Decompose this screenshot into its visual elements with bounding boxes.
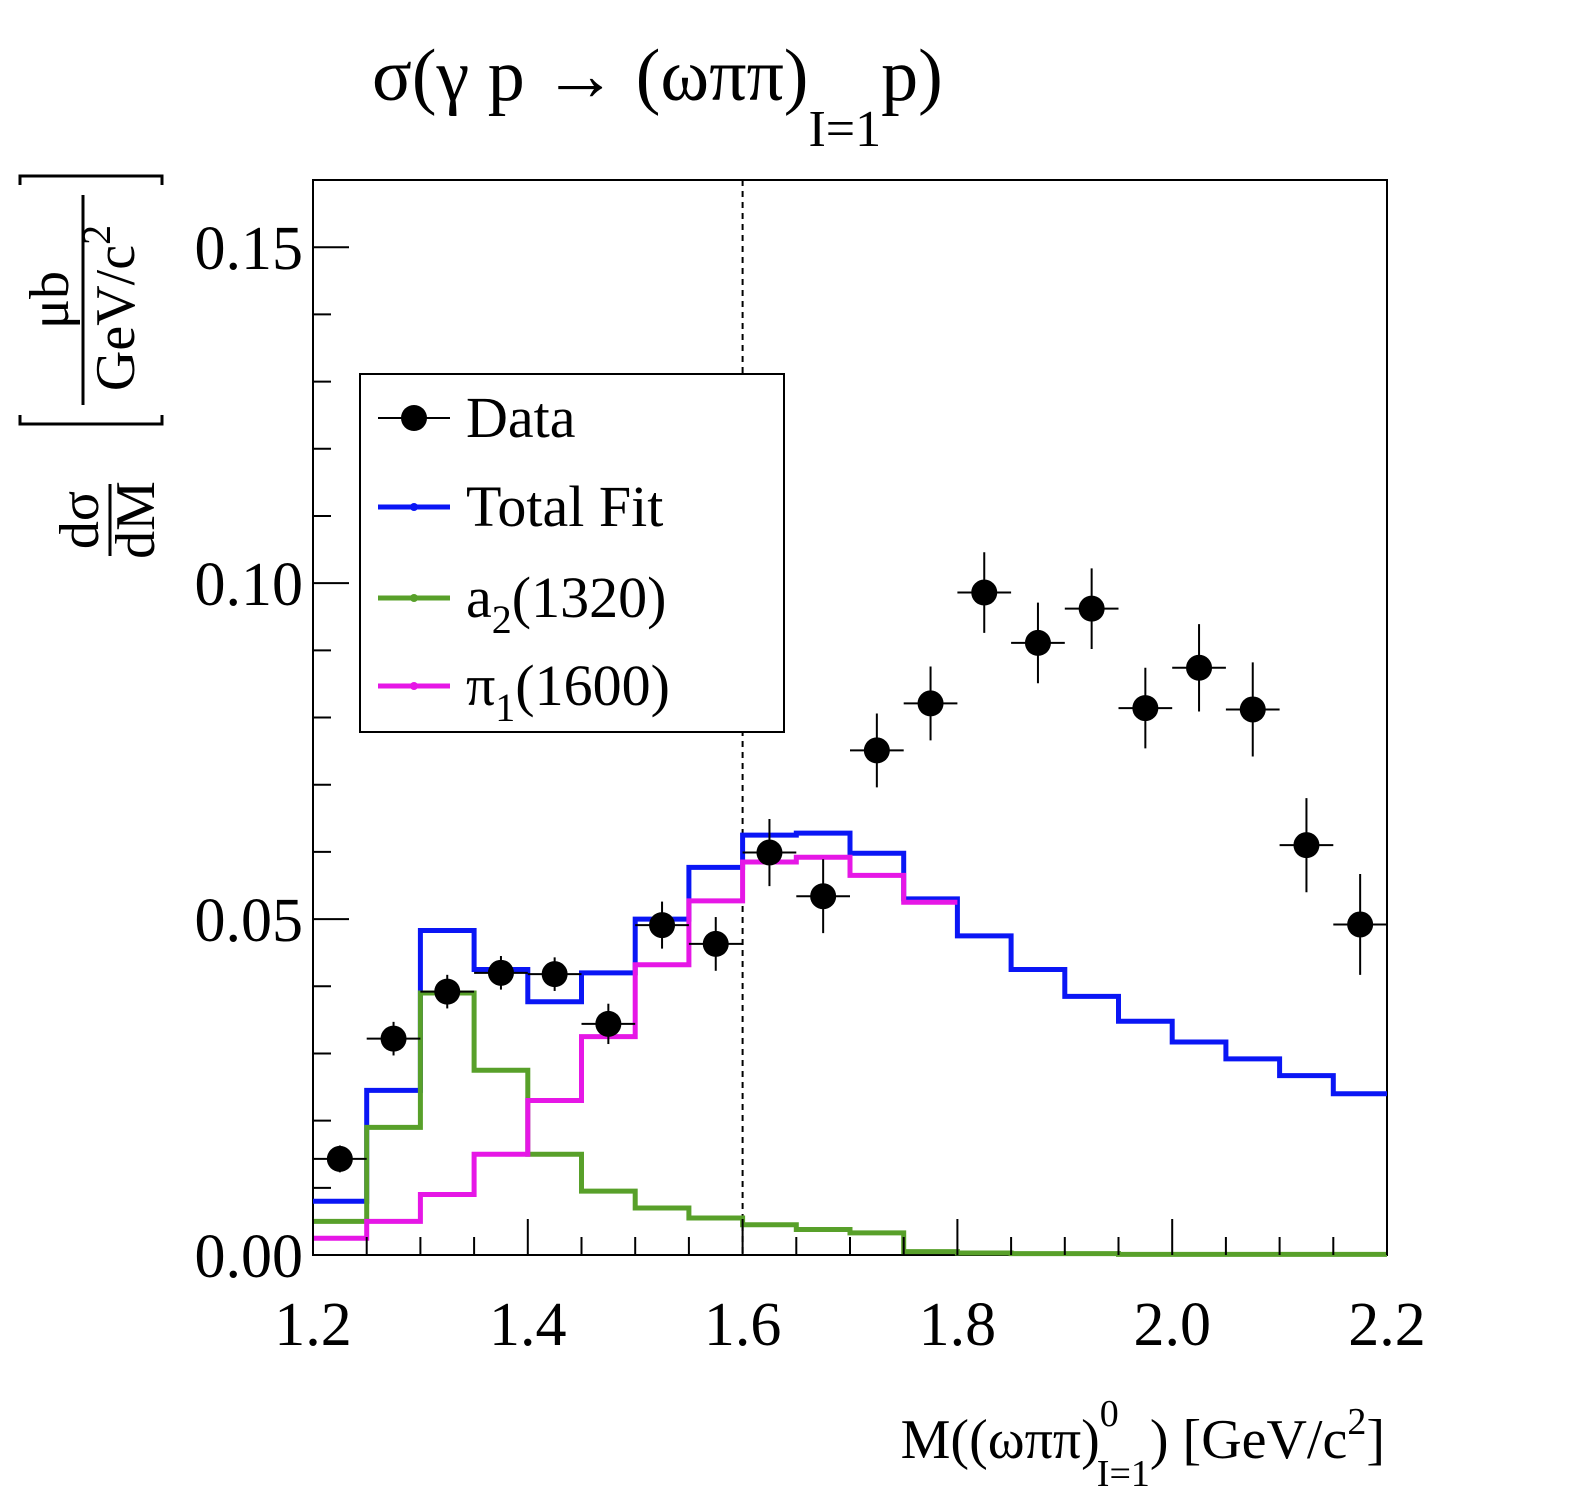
legend-entry-pi1: π1(1600)	[378, 653, 670, 730]
legend: Data Total Fit a2(1320) π1(1600)	[359, 373, 785, 733]
plot-layer	[313, 180, 1387, 1257]
y-title-unit-den: GeV/c2	[74, 225, 147, 391]
data-point	[796, 859, 850, 934]
x-tick-label: 2.2	[1348, 1291, 1426, 1359]
data-point-marker	[971, 579, 998, 606]
y-tick-label: 0.00	[195, 1223, 304, 1291]
data-point	[420, 974, 475, 1009]
data-point	[1064, 568, 1119, 649]
data-point-marker	[487, 959, 514, 986]
data-point	[1225, 662, 1280, 757]
y-tick-label: 0.10	[195, 551, 304, 619]
y-title-bracket-left	[18, 415, 164, 426]
data-point	[1118, 667, 1173, 749]
data-point-marker	[1186, 654, 1213, 681]
data-point	[1011, 602, 1065, 684]
y-title-frac-den: dM	[105, 481, 167, 559]
data-point-marker	[326, 1145, 353, 1172]
data-point	[688, 917, 743, 971]
data-point-marker	[1078, 595, 1105, 622]
legend-label-pi1: π1(1600)	[466, 653, 670, 730]
y-title-unit-num: μb	[19, 271, 81, 329]
data-point-marker	[702, 930, 729, 957]
axis-layer: 0.00 0.05 0.10 0.15 1.2 1.4 1.6 1.8 2.0 2.2	[195, 179, 1426, 1359]
data-point	[313, 1145, 367, 1173]
chart-title-main: σ(γ p → (ωππ)	[372, 35, 808, 117]
x-tick-label: 1.4	[489, 1291, 567, 1359]
x-tick-label: 1.6	[704, 1291, 782, 1359]
y-axis-title: dσ dM μb GeV/c2	[18, 174, 167, 559]
chart-title-tail: p)	[881, 35, 943, 117]
data-point-marker	[756, 839, 783, 866]
data-point-marker	[917, 690, 944, 717]
data-point-marker	[595, 1010, 622, 1037]
data-point	[366, 1021, 421, 1056]
data-point	[527, 957, 582, 991]
legend-box	[359, 373, 785, 733]
data-point	[1279, 798, 1334, 893]
y-tick-label: 0.05	[195, 887, 304, 955]
chart-title: σ(γ p → (ωππ)I=1p)	[372, 35, 943, 158]
legend-label-data: Data	[466, 385, 576, 450]
data-point	[635, 901, 689, 949]
data-point	[1172, 624, 1226, 712]
data-point	[474, 956, 528, 990]
data-point	[581, 1003, 636, 1045]
data-point	[742, 818, 797, 887]
y-title-frac-num: dσ	[49, 491, 111, 549]
series-line-2	[313, 854, 958, 1241]
data-point-marker	[1132, 695, 1159, 722]
data-point-marker	[1293, 832, 1320, 859]
x-tick-label: 1.8	[919, 1291, 997, 1359]
legend-entry-total-fit: Total Fit	[378, 474, 663, 539]
legend-label-total-fit: Total Fit	[466, 474, 663, 539]
data-point	[850, 713, 904, 788]
data-point-marker	[1347, 911, 1374, 938]
y-tick-label: 0.15	[195, 215, 304, 283]
data-point-marker	[1239, 696, 1266, 723]
data-point	[903, 666, 958, 741]
x-tick-label: 2.0	[1133, 1291, 1211, 1359]
legend-marker-data	[401, 405, 427, 431]
data-point-marker	[434, 978, 461, 1005]
legend-entry-a2: a2(1320)	[378, 565, 666, 642]
x-axis-title: M((ωππ)0 I=1) [GeV/c2]	[901, 1393, 1385, 1495]
data-point-marker	[649, 912, 676, 939]
legend-entry-data: Data	[378, 385, 576, 450]
data-point-marker	[863, 737, 890, 764]
chart-title-sub: I=1	[808, 101, 881, 158]
x-tick-label: 1.2	[274, 1291, 352, 1359]
data-point	[1333, 874, 1387, 975]
legend-label-a2: a2(1320)	[466, 565, 666, 642]
data-point-marker	[380, 1025, 407, 1052]
data-point-marker	[541, 961, 568, 988]
y-title-bracket-right	[18, 174, 164, 185]
data-point-marker	[1024, 629, 1051, 656]
data-point	[957, 552, 1012, 633]
data-point-marker	[810, 883, 837, 910]
series-line-1	[313, 990, 1387, 1257]
